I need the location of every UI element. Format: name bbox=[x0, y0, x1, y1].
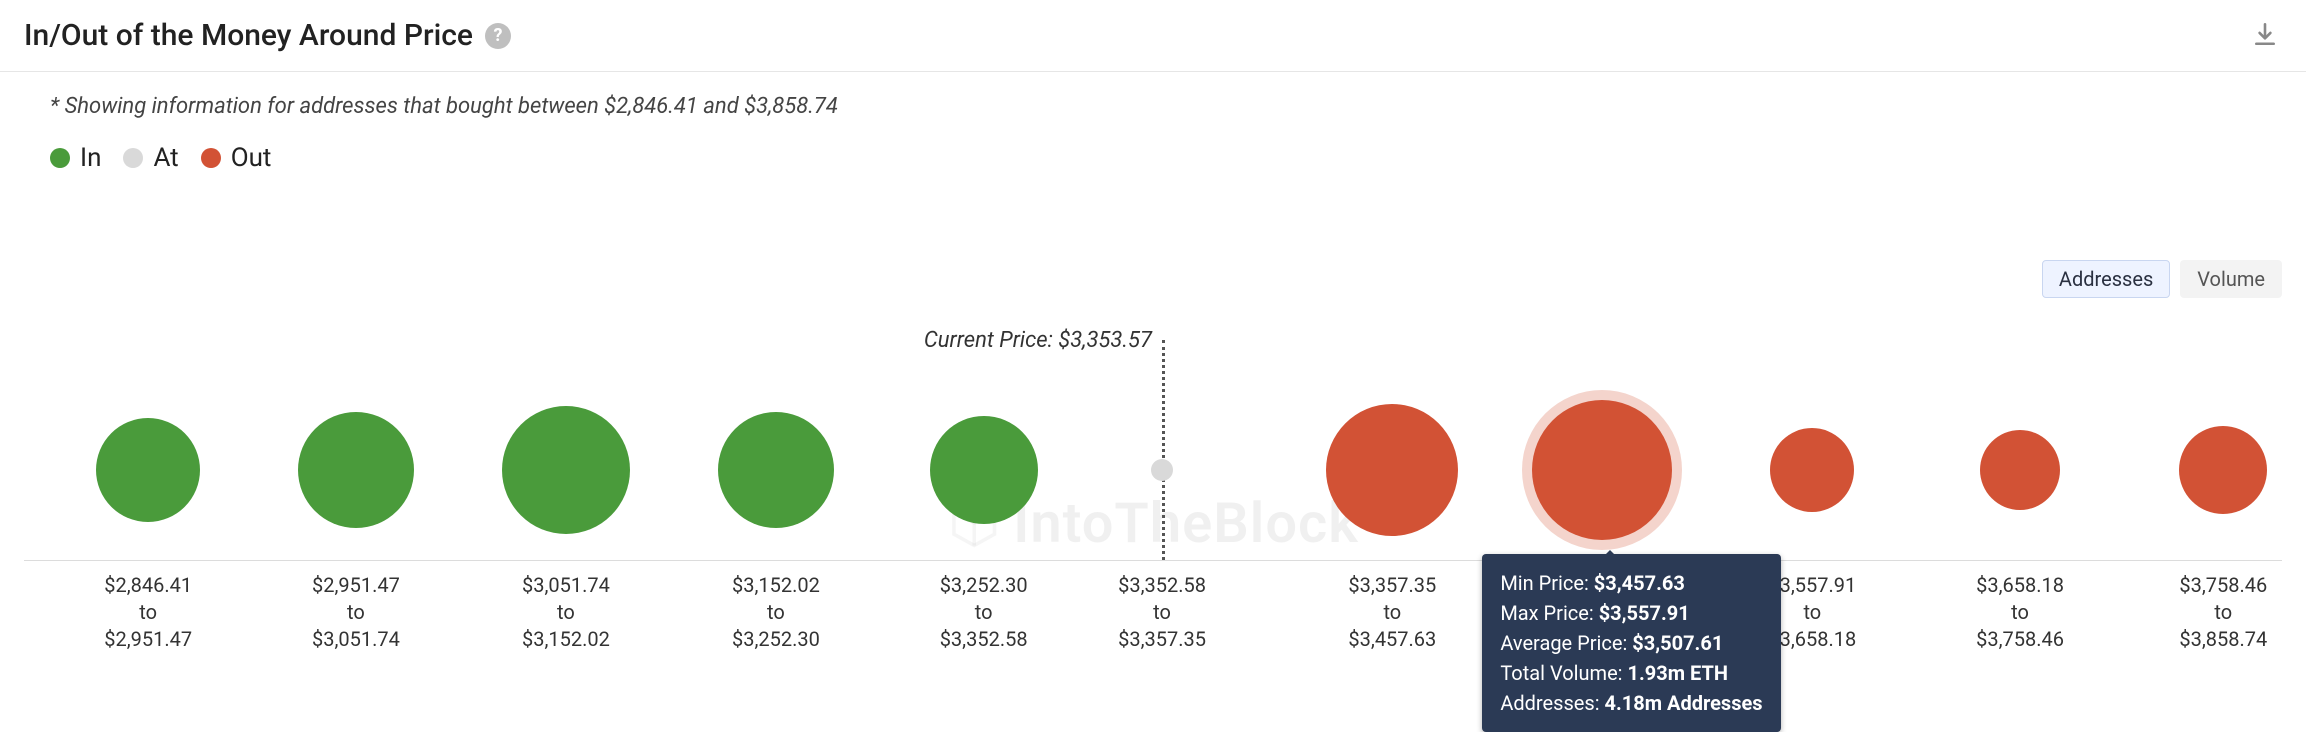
x-tick-label: $2,846.41to$2,951.47 bbox=[104, 572, 192, 653]
bubble[interactable] bbox=[1326, 404, 1458, 536]
bubble[interactable] bbox=[1151, 459, 1173, 481]
legend-label-out: Out bbox=[231, 143, 272, 173]
panel-title: In/Out of the Money Around Price bbox=[24, 18, 473, 53]
x-tick-label: $3,758.46to$3,858.74 bbox=[2179, 572, 2267, 653]
current-price-label: Current Price: $3,353.57 bbox=[862, 328, 1152, 353]
toggle-addresses[interactable]: Addresses bbox=[2042, 260, 2170, 298]
tooltip: Min Price: $3,457.63Max Price: $3,557.91… bbox=[1482, 554, 1780, 732]
bubble[interactable] bbox=[1770, 428, 1854, 512]
x-tick-label: $3,658.18to$3,758.46 bbox=[1976, 572, 2064, 653]
x-tick-label: $3,352.58to$3,357.35 bbox=[1118, 572, 1206, 653]
panel-header: In/Out of the Money Around Price ? bbox=[0, 0, 2306, 72]
bubble[interactable] bbox=[1980, 430, 2060, 510]
legend-out: Out bbox=[201, 143, 272, 173]
x-tick-label: $3,357.35to$3,457.63 bbox=[1348, 572, 1436, 653]
bubble[interactable] bbox=[930, 416, 1038, 524]
download-icon[interactable] bbox=[2252, 21, 2278, 51]
legend-at: At bbox=[123, 143, 178, 173]
bubble[interactable] bbox=[298, 412, 414, 528]
axis-line bbox=[24, 560, 2282, 561]
legend-label-at: At bbox=[153, 143, 178, 173]
legend-dot-at bbox=[123, 148, 143, 168]
bubble[interactable] bbox=[2179, 426, 2267, 514]
legend: In At Out bbox=[0, 119, 2306, 173]
current-price-line bbox=[1162, 340, 1165, 560]
x-tick-label: $2,951.47to$3,051.74 bbox=[312, 572, 400, 653]
legend-dot-in bbox=[50, 148, 70, 168]
legend-label-in: In bbox=[80, 143, 101, 173]
title-row: In/Out of the Money Around Price ? bbox=[24, 18, 511, 53]
bubble[interactable] bbox=[96, 418, 200, 522]
x-tick-label: $3,557.91to$3,658.18 bbox=[1768, 572, 1856, 653]
bubble[interactable] bbox=[502, 406, 630, 534]
help-icon[interactable]: ? bbox=[485, 23, 511, 49]
filter-note: * Showing information for addresses that… bbox=[0, 72, 2306, 119]
bubble-chart: IntoTheBlock Current Price: $3,353.57 $2… bbox=[24, 340, 2282, 620]
toggle-volume[interactable]: Volume bbox=[2180, 260, 2282, 298]
metric-toggle: Addresses Volume bbox=[2042, 260, 2282, 298]
bubble[interactable] bbox=[718, 412, 834, 528]
x-tick-label: $3,252.30to$3,352.58 bbox=[940, 572, 1028, 653]
legend-in: In bbox=[50, 143, 101, 173]
legend-dot-out bbox=[201, 148, 221, 168]
bubble[interactable] bbox=[1532, 400, 1672, 540]
x-tick-label: $3,051.74to$3,152.02 bbox=[522, 572, 610, 653]
x-tick-label: $3,152.02to$3,252.30 bbox=[732, 572, 820, 653]
